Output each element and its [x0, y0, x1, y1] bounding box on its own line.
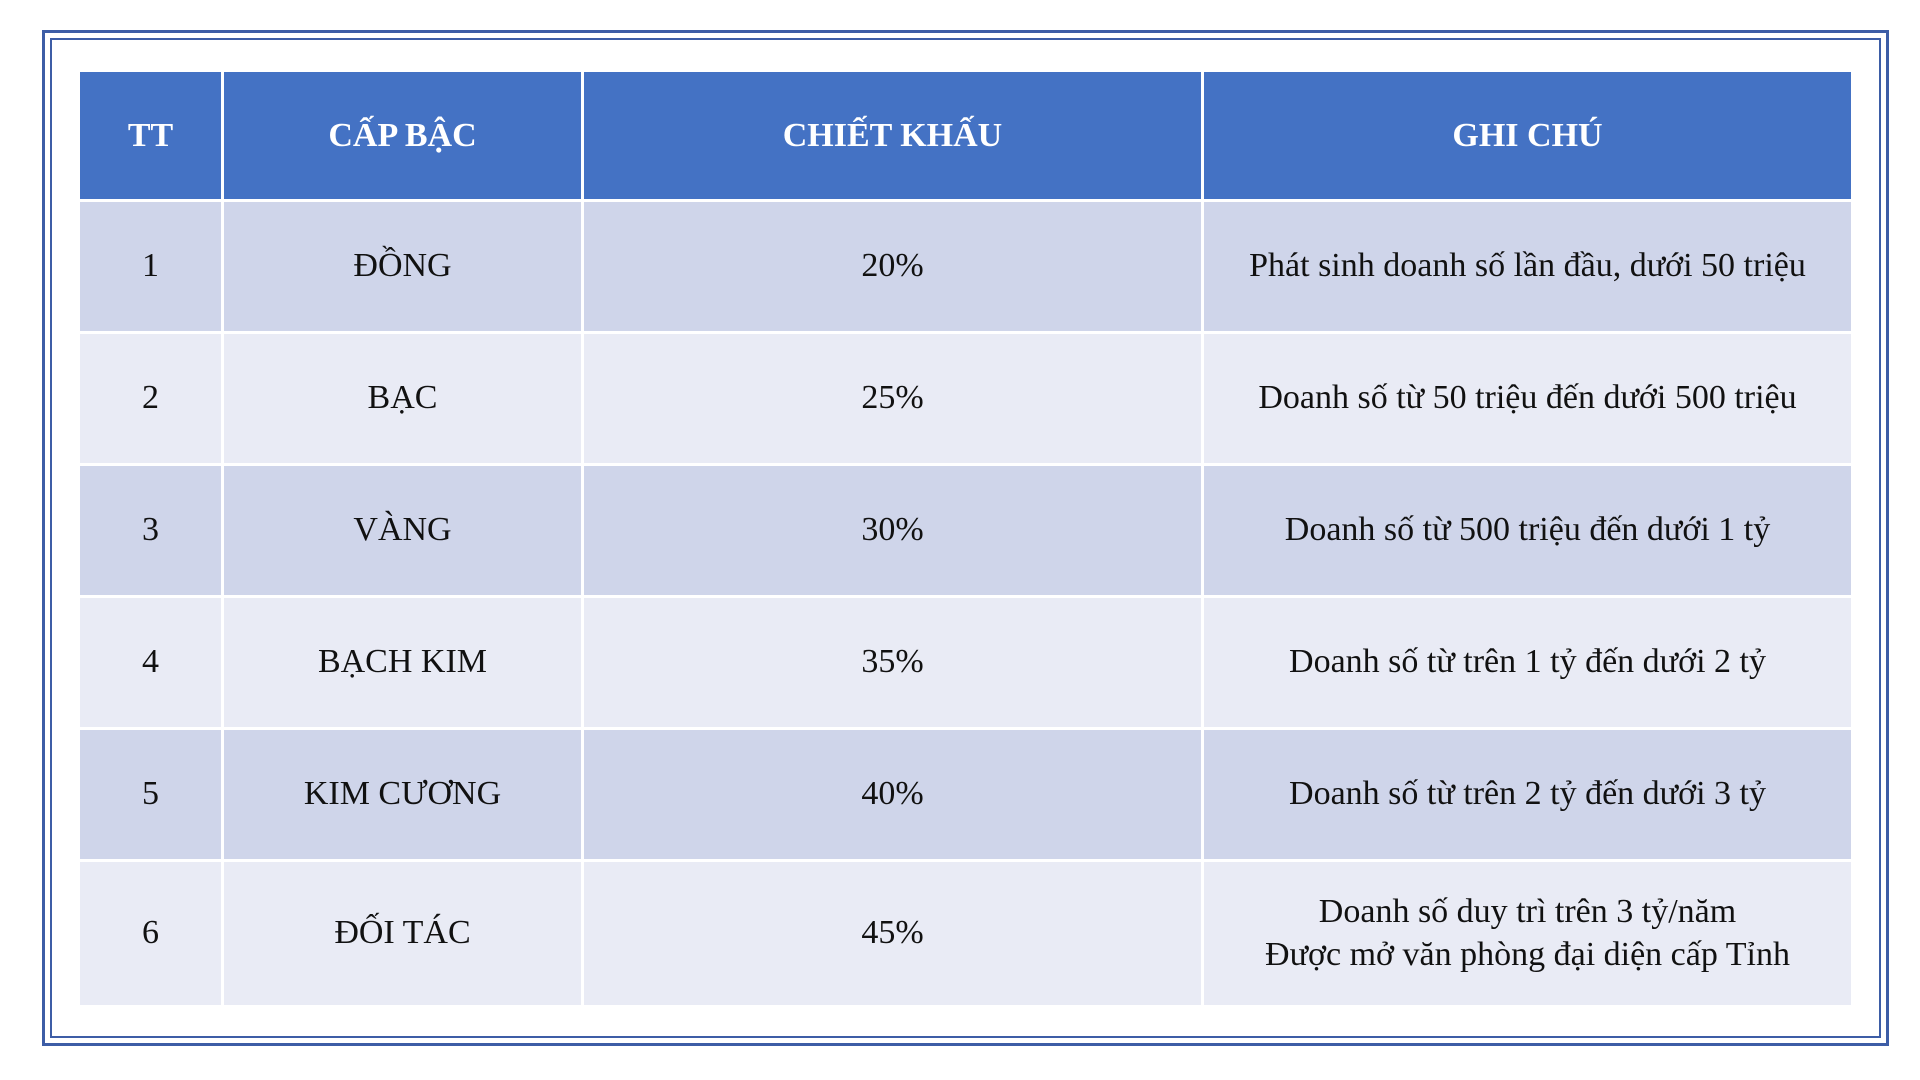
outer-frame-border [42, 30, 1889, 1046]
table-row: 5 KIM CƯƠNG 40% Doanh số từ trên 2 tỷ đế… [80, 730, 1851, 859]
cell-note: Phát sinh doanh số lần đầu, dưới 50 triệ… [1204, 202, 1851, 331]
cell-note: Doanh số duy trì trên 3 tỷ/năm Được mở v… [1204, 862, 1851, 1005]
cell-tt: 2 [80, 334, 221, 463]
cell-discount: 25% [584, 334, 1201, 463]
note-line: Được mở văn phòng đại diện cấp Tỉnh [1265, 935, 1790, 973]
cell-tt: 3 [80, 466, 221, 595]
cell-level: VÀNG [224, 466, 581, 595]
header-discount: CHIẾT KHẤU [584, 72, 1201, 199]
table-row: 3 VÀNG 30% Doanh số từ 500 triệu đến dướ… [80, 466, 1851, 595]
table-row: 6 ĐỐI TÁC 45% Doanh số duy trì trên 3 tỷ… [80, 862, 1851, 1005]
cell-note: Doanh số từ trên 1 tỷ đến dưới 2 tỷ [1204, 598, 1851, 727]
table-row: 2 BẠC 25% Doanh số từ 50 triệu đến dưới … [80, 334, 1851, 463]
cell-note: Doanh số từ 500 triệu đến dưới 1 tỷ [1204, 466, 1851, 595]
cell-level: KIM CƯƠNG [224, 730, 581, 859]
note-line: Doanh số từ trên 1 tỷ đến dưới 2 tỷ [1289, 643, 1766, 681]
cell-discount: 45% [584, 862, 1201, 1005]
note-line: Doanh số duy trì trên 3 tỷ/năm [1318, 893, 1737, 930]
table-row: 1 ĐỒNG 20% Phát sinh doanh số lần đầu, d… [80, 202, 1851, 331]
cell-note: Doanh số từ trên 2 tỷ đến dưới 3 tỷ [1204, 730, 1851, 859]
cell-tt: 5 [80, 730, 221, 859]
note-line: Doanh số từ trên 2 tỷ đến dưới 3 tỷ [1289, 775, 1766, 813]
cell-level: BẠC [224, 334, 581, 463]
cell-note: Doanh số từ 50 triệu đến dưới 500 triệu [1204, 334, 1851, 463]
inner-frame-border [50, 38, 1881, 1038]
cell-tt: 4 [80, 598, 221, 727]
table-row: 4 BẠCH KIM 35% Doanh số từ trên 1 tỷ đến… [80, 598, 1851, 727]
cell-discount: 35% [584, 598, 1201, 727]
note-line: Doanh số từ 500 triệu đến dưới 1 tỷ [1284, 511, 1771, 549]
cell-tt: 1 [80, 202, 221, 331]
cell-discount: 30% [584, 466, 1201, 595]
cell-discount: 40% [584, 730, 1201, 859]
cell-level: ĐỐI TÁC [224, 862, 581, 1005]
header-tt: TT [80, 72, 221, 199]
discount-tier-table: TT CẤP BẬC CHIẾT KHẤU GHI CHÚ 1 ĐỒNG 20%… [77, 69, 1854, 1008]
header-level: CẤP BẬC [224, 72, 581, 199]
cell-discount: 20% [584, 202, 1201, 331]
cell-level: ĐỒNG [224, 202, 581, 331]
table-header-row: TT CẤP BẬC CHIẾT KHẤU GHI CHÚ [80, 72, 1851, 199]
note-line: Phát sinh doanh số lần đầu, dưới 50 triệ… [1249, 247, 1806, 285]
header-note: GHI CHÚ [1204, 72, 1851, 199]
cell-tt: 6 [80, 862, 221, 1005]
cell-level: BẠCH KIM [224, 598, 581, 727]
note-line: Doanh số từ 50 triệu đến dưới 500 triệu [1258, 379, 1797, 417]
